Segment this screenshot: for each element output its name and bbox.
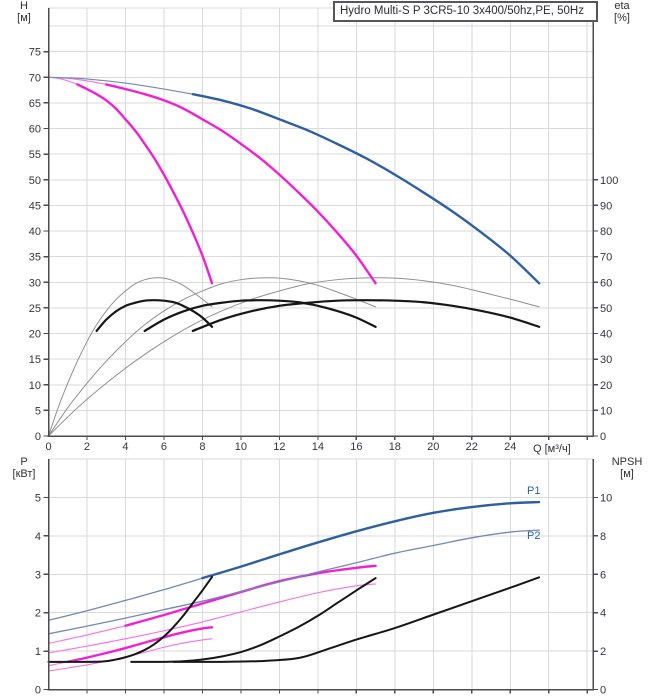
right-tick-label: 90 xyxy=(600,200,612,212)
power-p1-2pumps-thin xyxy=(47,625,127,644)
right-tick-label: 10 xyxy=(600,405,612,417)
right-tick-label: 60 xyxy=(600,277,612,289)
left-tick-label: 65 xyxy=(29,98,41,110)
head-axis-symbol: H xyxy=(20,0,28,12)
x-tick-label: 16 xyxy=(350,441,362,453)
x-tick-label: 6 xyxy=(161,441,167,453)
left-tick-label: 50 xyxy=(29,175,41,187)
efficiency-pump-thin-2pumps xyxy=(48,277,377,437)
right-tick-label: 80 xyxy=(600,226,612,238)
x-tick-label: 24 xyxy=(504,441,516,453)
head-efficiency-chart-series xyxy=(47,76,541,437)
power-p1-3pumps-thin xyxy=(47,577,204,622)
head-1pump xyxy=(76,83,214,285)
eta-axis-symbol: eta xyxy=(614,0,630,12)
head-3pumps-thin xyxy=(47,76,194,95)
npsh-3pumps xyxy=(172,576,541,663)
x-tick-label: 0 xyxy=(45,441,51,453)
power-p2-2pumps xyxy=(47,583,377,654)
head-axis-title: H [м] xyxy=(6,0,42,24)
p1-curve-label: P1 xyxy=(527,485,541,497)
right-tick-label: 10 xyxy=(600,493,612,505)
x-tick-label: 18 xyxy=(389,441,401,453)
chart-title: Hydro Multi-S P 3CR5-10 3x400/50hz,PE, 5… xyxy=(333,1,598,22)
efficiency-total-3pumps xyxy=(191,299,541,333)
left-tick-label: 3 xyxy=(35,569,41,581)
head-3pumps xyxy=(191,92,541,285)
right-tick-label: 8 xyxy=(600,531,606,543)
right-tick-label: 100 xyxy=(600,175,618,187)
right-tick-label: 0 xyxy=(600,685,606,697)
x-tick-label: 20 xyxy=(427,441,439,453)
power-axis-unit: [кВт] xyxy=(12,468,36,480)
right-tick-label: 20 xyxy=(600,380,612,392)
left-tick-label: 15 xyxy=(29,354,41,366)
flow-axis-title: Q [м³/ч] xyxy=(533,443,571,455)
power-p2-3pumps xyxy=(47,529,540,635)
left-tick-label: 45 xyxy=(29,200,41,212)
left-tick-label: 2 xyxy=(35,608,41,620)
left-tick-label: 35 xyxy=(29,252,41,264)
npsh-1pump xyxy=(47,575,214,663)
x-tick-label: 8 xyxy=(199,441,205,453)
right-tick-label: 6 xyxy=(600,569,606,581)
right-tick-label: 30 xyxy=(600,354,612,366)
x-tick-label: 12 xyxy=(273,441,285,453)
eta-axis-title: eta [%] xyxy=(602,0,642,24)
left-tick-label: 4 xyxy=(35,531,41,543)
power-axis-symbol: P xyxy=(20,456,28,468)
left-tick-label: 30 xyxy=(29,277,41,289)
left-tick-label: 40 xyxy=(29,226,41,238)
x-tick-label: 14 xyxy=(312,441,324,453)
head-2pumps xyxy=(105,83,377,285)
left-tick-label: 0 xyxy=(35,685,41,697)
power-p1-3pumps xyxy=(201,500,541,580)
x-tick-label: 2 xyxy=(84,441,90,453)
npsh-axis-title: NPSH [м] xyxy=(598,456,656,480)
efficiency-total-1pump xyxy=(95,299,214,333)
left-tick-label: 10 xyxy=(29,380,41,392)
left-tick-label: 20 xyxy=(29,329,41,341)
right-tick-label: 4 xyxy=(600,608,606,620)
npsh-axis-symbol: NPSH xyxy=(611,456,643,468)
left-tick-label: 5 xyxy=(35,405,41,417)
efficiency-pump-thin-3pumps xyxy=(48,277,540,437)
left-tick-label: 55 xyxy=(29,149,41,161)
left-tick-label: 0 xyxy=(35,431,41,443)
power-p1-2pumps xyxy=(124,564,377,627)
power-npsh-chart: 0 1 2 3 4 5 0 2 4 6 8 10 xyxy=(35,458,612,697)
left-tick-label: 5 xyxy=(35,493,41,505)
head-axis-unit: [м] xyxy=(17,12,31,24)
head-efficiency-chart: 0510152025303540455055606570750102030405… xyxy=(29,7,618,453)
npsh-2pumps xyxy=(130,577,377,663)
left-tick-label: 60 xyxy=(29,124,41,136)
power-axis-title: P [кВт] xyxy=(4,456,44,480)
x-tick-label: 22 xyxy=(466,441,478,453)
x-tick-label: 10 xyxy=(235,441,247,453)
power-p1-1pump xyxy=(66,626,214,664)
p2-curve-label: P2 xyxy=(527,530,541,542)
right-tick-label: 70 xyxy=(600,252,612,264)
npsh-axis-unit: [м] xyxy=(620,468,634,480)
left-tick-label: 25 xyxy=(29,303,41,315)
left-tick-label: 1 xyxy=(35,646,41,658)
left-tick-label: 75 xyxy=(29,47,41,59)
efficiency-pump-thin-1pump xyxy=(48,277,213,437)
right-tick-label: 40 xyxy=(600,329,612,341)
right-tick-label: 0 xyxy=(600,431,606,443)
right-tick-label: 50 xyxy=(600,303,612,315)
efficiency-total-2pumps xyxy=(143,299,377,333)
eta-axis-unit: [%] xyxy=(614,12,630,24)
left-tick-label: 70 xyxy=(29,72,41,84)
right-tick-label: 2 xyxy=(600,646,606,658)
power-npsh-chart-series xyxy=(47,500,541,672)
x-tick-label: 4 xyxy=(122,441,128,453)
